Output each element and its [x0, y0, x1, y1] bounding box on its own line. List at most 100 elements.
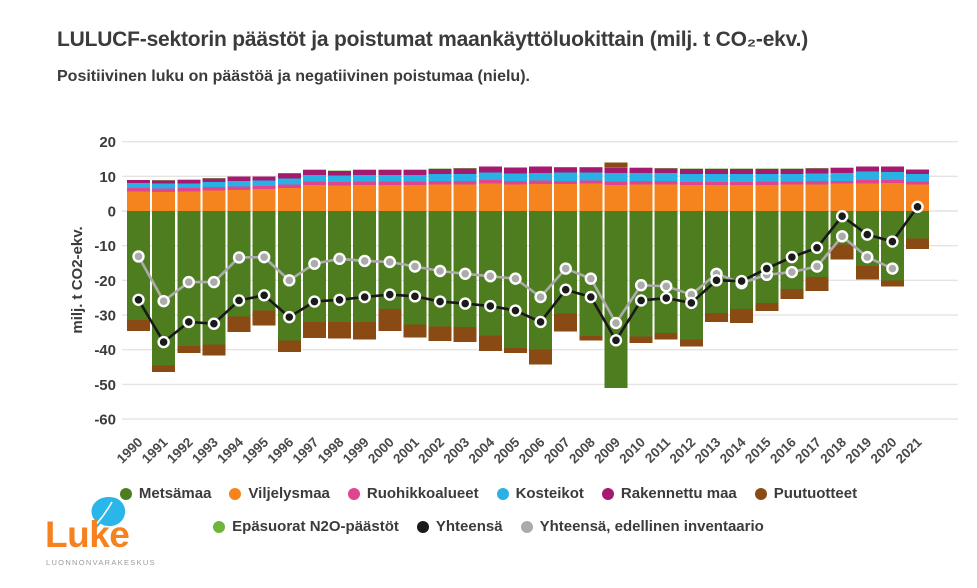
total-point — [408, 290, 422, 303]
luke-tagline: LUONNONVARAKESKUS — [46, 558, 156, 567]
bar-segment — [302, 174, 326, 182]
legend-item: Yhteensä — [416, 518, 503, 535]
bar-segment — [554, 183, 578, 211]
total-point — [810, 241, 824, 254]
legend-row-1: Metsämaa Viljelysmaa Ruohikkoalueet Kosteik… — [0, 485, 977, 502]
legend-label: Viljelysmaa — [248, 485, 330, 502]
previous-total-point — [333, 252, 346, 266]
year-label: 2017 — [792, 435, 824, 467]
previous-total-point — [886, 262, 899, 275]
total-point — [584, 290, 598, 304]
bar-segment — [403, 324, 427, 338]
bar-segment — [629, 211, 653, 337]
bar-segment — [127, 320, 150, 331]
bar-segment — [127, 211, 150, 321]
bar-segment — [453, 173, 477, 181]
previous-total-point — [257, 250, 271, 264]
bar-segment — [730, 211, 754, 309]
lines-group — [132, 200, 924, 349]
bar-segment — [654, 173, 678, 182]
bar-segment — [252, 189, 276, 211]
year-label: 2012 — [667, 435, 699, 467]
year-label: 2009 — [591, 435, 623, 467]
bar-segment — [629, 173, 653, 182]
previous-total-point — [408, 260, 422, 273]
year-label: 2002 — [415, 435, 447, 467]
year-label: 1994 — [214, 434, 246, 466]
page-subtitle: Positiivinen luku on päästöä ja negatiiv… — [57, 68, 530, 85]
year-label: 1997 — [290, 435, 322, 467]
bar-segment — [428, 174, 452, 182]
bar-segment — [152, 183, 176, 189]
bar-segment — [755, 302, 779, 311]
year-label: 2015 — [742, 434, 774, 466]
bar-segment — [855, 179, 879, 184]
legend-label: Ruohikkoalueet — [366, 485, 479, 502]
total-point — [534, 315, 547, 329]
bar-segment — [403, 170, 427, 175]
bar-segment — [579, 180, 603, 184]
bar-segment — [403, 181, 427, 185]
year-label: 2021 — [893, 434, 925, 466]
total-point — [785, 250, 799, 264]
total-point — [458, 297, 472, 310]
total-point — [886, 235, 899, 248]
bar-segment — [805, 168, 829, 174]
previous-total-point — [810, 260, 824, 273]
bar-segment — [906, 169, 930, 174]
bar-segment — [227, 176, 251, 181]
legend-dot-icon — [601, 487, 614, 500]
bar-segment — [403, 184, 427, 211]
legend-label: Yhteensä, edellinen inventaario — [539, 518, 764, 535]
previous-total-point — [358, 254, 371, 268]
year-label: 2011 — [642, 434, 674, 466]
previous-total-point — [232, 251, 246, 264]
bar-segment — [880, 171, 904, 181]
total-point — [559, 283, 572, 296]
bar-segment — [704, 173, 728, 182]
year-label: 2020 — [868, 435, 900, 467]
total-point — [232, 294, 246, 307]
bar-segment — [503, 167, 527, 174]
year-label: 2016 — [767, 434, 799, 466]
bar-segment — [277, 340, 301, 353]
year-label: 2000 — [365, 435, 397, 467]
bar-segment — [679, 184, 703, 211]
total-point — [685, 296, 698, 310]
total-point — [735, 274, 748, 288]
previous-total-point — [157, 294, 170, 308]
bar-segment — [227, 316, 251, 333]
bar-segment — [277, 178, 301, 185]
bar-segment — [604, 167, 628, 174]
year-label: 1996 — [265, 434, 297, 466]
bar-segment — [755, 181, 779, 185]
bar-segment — [780, 169, 804, 174]
bar-segment — [353, 321, 377, 340]
bar-segment — [503, 347, 527, 354]
bar-segment — [906, 173, 930, 182]
legend-item: Metsämaa — [119, 485, 211, 502]
bar-segment — [428, 169, 452, 175]
bar-segment — [428, 181, 452, 185]
bar-segment — [529, 180, 553, 184]
bar-segment — [403, 174, 427, 182]
bar-segment — [679, 173, 703, 182]
total-point — [308, 295, 321, 308]
legend-dot-icon — [119, 487, 132, 500]
bar-segment — [730, 173, 754, 182]
legend-item: Rakennettu maa — [601, 485, 737, 502]
bar-segment — [604, 162, 628, 168]
bar-segment — [202, 187, 226, 191]
year-label: 1995 — [239, 434, 271, 466]
bar-segment — [252, 310, 276, 326]
bar-segment — [704, 184, 728, 211]
bar-segment — [478, 180, 502, 184]
bar-segment — [755, 211, 779, 303]
luke-leaf-icon — [91, 496, 126, 532]
previous-total-point — [308, 257, 321, 270]
bar-segment — [906, 181, 930, 185]
bar-segment — [830, 180, 854, 184]
previous-total-point — [634, 279, 648, 292]
total-point — [911, 200, 924, 214]
